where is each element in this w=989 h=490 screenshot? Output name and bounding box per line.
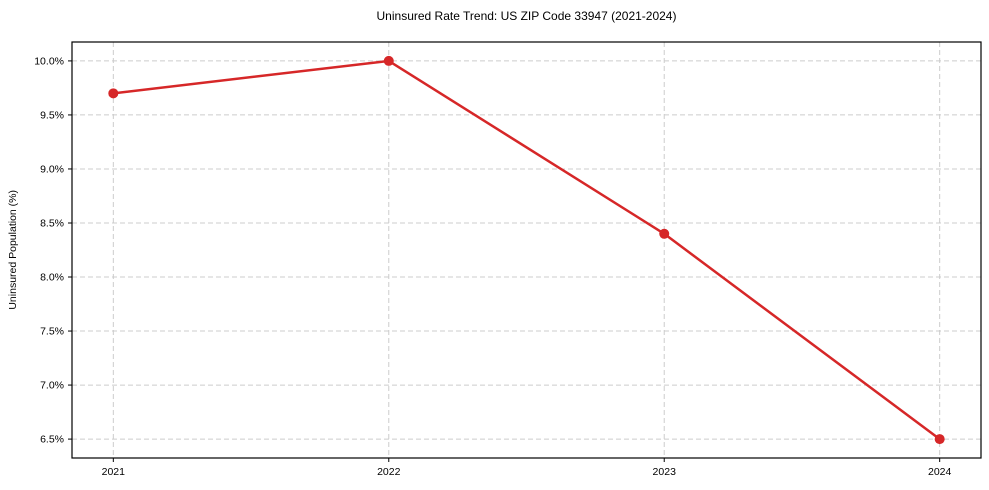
y-tick-label: 9.5% <box>40 109 64 121</box>
data-point <box>383 55 394 66</box>
x-tick-label: 2023 <box>653 466 677 478</box>
trend-line <box>112 59 941 441</box>
y-tick-label: 7.5% <box>40 326 64 338</box>
x-tick-label: 2024 <box>928 466 952 478</box>
chart-title: Uninsured Rate Trend: US ZIP Code 33947 … <box>376 9 677 23</box>
y-tick-label: 10.0% <box>34 55 64 67</box>
y-tick-label: 7.0% <box>40 380 64 392</box>
data-point <box>934 434 945 445</box>
y-tick-label: 8.5% <box>40 217 64 229</box>
x-tick-label: 2022 <box>377 466 401 478</box>
y-tick-label: 6.5% <box>40 434 64 446</box>
y-tick-label: 8.0% <box>40 272 64 284</box>
axes-frame <box>71 41 982 459</box>
x-tick-label: 2021 <box>102 466 126 478</box>
data-point <box>108 88 119 99</box>
data-point <box>659 228 670 239</box>
y-tick-label: 9.0% <box>40 163 64 175</box>
